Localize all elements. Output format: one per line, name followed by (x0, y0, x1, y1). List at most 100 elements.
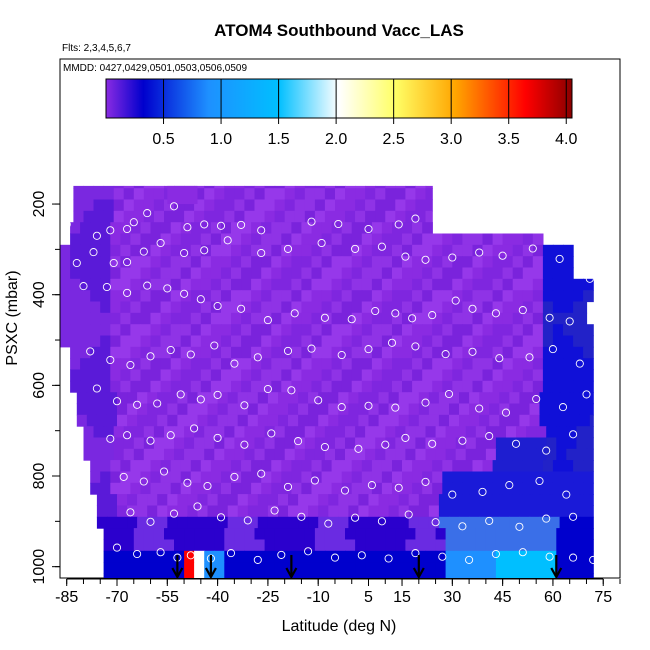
heatmap-cell (174, 448, 185, 461)
heatmap-cell (298, 494, 309, 506)
heatmap-cell (224, 573, 235, 578)
heatmap-cell (76, 403, 88, 416)
heatmap-cell (368, 414, 380, 427)
heatmap-cell (60, 335, 71, 348)
heatmap-cell (221, 278, 232, 291)
heatmap-cell (563, 290, 574, 303)
heatmap-cell (335, 573, 346, 578)
sample-point (216, 221, 226, 230)
heatmap-cell (311, 244, 323, 257)
heatmap-cell (106, 505, 118, 518)
heatmap-cell (375, 550, 386, 563)
heatmap-cell (298, 414, 309, 427)
heatmap-cell (281, 301, 292, 314)
colorbar-ticks: 0.5 1.0 1.5 2.0 2.5 3.0 3.5 4.0 (152, 79, 577, 148)
sample-point (391, 309, 400, 318)
heatmap-cell (100, 380, 111, 393)
heatmap-cell (321, 460, 333, 472)
heatmap-cell (294, 539, 306, 552)
heatmap-cell (210, 222, 222, 235)
heatmap-cell (130, 301, 142, 314)
heatmap-cell (83, 426, 95, 439)
heatmap-cell (331, 380, 343, 393)
heatmap-cell (123, 185, 135, 189)
sample-point (495, 222, 504, 231)
heatmap-cell (563, 256, 574, 269)
heatmap-cell (542, 369, 554, 382)
heatmap-cell (492, 324, 504, 337)
heatmap-cell (130, 267, 142, 280)
heatmap-cell (150, 460, 162, 472)
heatmap-cell (321, 324, 333, 337)
heatmap-cell (113, 550, 125, 563)
sample-point (123, 288, 132, 297)
heatmap-cell (556, 437, 567, 450)
heatmap-cell (331, 267, 343, 280)
heatmap-cell (351, 244, 363, 257)
heatmap-cell (495, 437, 507, 450)
heatmap-cell (506, 528, 517, 540)
heatmap-cell (227, 516, 239, 529)
heatmap-cell (267, 403, 279, 416)
sample-point (123, 258, 132, 267)
heatmap-cell (304, 573, 316, 578)
heatmap-cell (93, 199, 105, 212)
sample-point (267, 429, 276, 438)
sample-point (146, 352, 155, 361)
flight-arrows (171, 555, 563, 580)
heatmap-cell (214, 550, 225, 563)
heatmap-cell (489, 392, 500, 405)
heatmap-cell (210, 312, 222, 325)
heatmap-cell (462, 290, 474, 303)
heatmap-cell (368, 392, 380, 405)
heatmap-cell (304, 210, 316, 223)
heatmap-cell (120, 233, 132, 246)
heatmap-cell (251, 324, 262, 337)
heatmap-cell (261, 244, 272, 257)
heatmap-cell (221, 290, 232, 303)
heatmap-cell (566, 573, 577, 578)
heatmap-cell (556, 539, 567, 552)
heatmap-cell (395, 573, 406, 578)
heatmap-cell (120, 244, 132, 257)
heatmap-cell (402, 256, 413, 269)
heatmap-cell (180, 346, 192, 359)
heatmap-cell (462, 312, 474, 325)
heatmap-cell (432, 256, 443, 269)
flights-label: Flts: 2,3,4,5,6,7 (62, 43, 131, 54)
heatmap-cell (221, 312, 232, 325)
heatmap-cell (164, 437, 175, 450)
heatmap-cell (106, 392, 118, 405)
sample-point (522, 221, 531, 230)
heatmap-cell (412, 256, 423, 269)
heatmap-cell (244, 562, 256, 574)
heatmap-cell (133, 426, 145, 439)
sample-point (106, 355, 115, 365)
heatmap-cell (241, 471, 252, 484)
heatmap-cell (70, 233, 81, 246)
heatmap-cell (412, 335, 423, 348)
heatmap-cell (425, 210, 433, 223)
heatmap-cell (395, 185, 406, 189)
heatmap-cell (117, 414, 128, 427)
heatmap-cell (204, 185, 215, 189)
heatmap-cell (244, 448, 256, 461)
heatmap-cell (485, 437, 497, 450)
heatmap-cell (455, 448, 467, 461)
heatmap-cell (512, 324, 524, 337)
heatmap-cell (251, 335, 262, 348)
heatmap-cell (264, 199, 276, 212)
heatmap-cell (365, 185, 376, 189)
heatmap-cell (227, 403, 239, 416)
heatmap-cell (170, 267, 182, 280)
heatmap-cell (164, 448, 175, 461)
sample-point (532, 394, 541, 404)
heatmap-cell (351, 301, 363, 314)
heatmap-cell (214, 185, 225, 189)
heatmap-cell (532, 244, 544, 257)
heatmap-cell (130, 278, 142, 291)
heatmap-cell (432, 460, 443, 472)
sample-point (354, 444, 363, 453)
heatmap-cell (194, 210, 205, 223)
heatmap-cell (200, 222, 212, 235)
